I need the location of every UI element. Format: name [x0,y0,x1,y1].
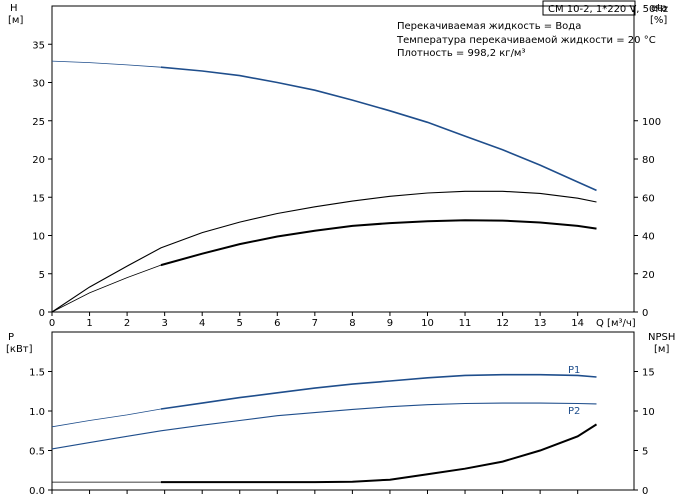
y-right-tick-label: 15 [642,368,655,379]
x-tick-label: 10 [421,318,434,329]
x-tick-label: 1 [86,318,92,329]
top-y-right-unit: [%] [650,15,667,26]
y-right-tick-label: 100 [642,117,661,128]
chart-title: CM 10-2, 1*220 V, 50Hz [548,4,668,15]
plot-frame [51,5,635,313]
y-left-tick-label: 0 [39,308,45,319]
series-line-0-2 [160,219,597,267]
y-right-tick-label: 0 [642,486,648,497]
y-left-tick-label: 25 [32,117,45,128]
bottom-y-left-unit: [кВт] [6,344,33,355]
x-tick-label: 5 [237,318,243,329]
y-left-tick-label: 20 [32,155,45,166]
y-right-tick-label: 80 [642,155,655,166]
series-label-p1: P1 [568,365,580,376]
bottom-y-left-label: P [8,332,14,343]
info-line-1: Перекачиваемая жидкость = Вода [397,21,581,32]
x-tick-label: 4 [199,318,205,329]
top-y-left-label: H [10,3,18,14]
title-box [542,0,636,16]
y-left-tick-label: 10 [32,232,45,243]
y-right-tick-label: 5 [642,447,648,458]
series-line-0-0 [160,66,597,192]
power-npsh-plot: 0.0 0.5 1.0 1.5 0 5 10 15 [29,331,655,497]
x-tick-label: 8 [349,318,355,329]
info-line-3: Плотность = 998,2 кг/м³ [397,48,526,59]
top-y-left-unit: [м] [8,15,23,26]
y-right-tick-label: 60 [642,193,655,204]
x-tick-label: 9 [387,318,393,329]
plot-frame [51,331,635,491]
x-tick-label: 3 [161,318,167,329]
info-line-2: Температура перекачиваемой жидкости = 20… [396,35,656,46]
series-line-ext-1-0 [51,408,161,428]
x-tick-label: 12 [496,318,509,329]
series-line-ext-0-2 [51,264,162,313]
y-left-tick-label: 15 [32,193,45,204]
y-left-tick-label: 5 [39,270,45,281]
x-tick-label: 13 [534,318,547,329]
series-line-1-0 [160,373,597,410]
y-left-tick-label: 35 [32,40,45,51]
bottom-y-right-label: NPSH [648,332,675,343]
y-left-tick-label: 1.5 [29,368,45,379]
y-right-tick-label: 20 [642,270,655,281]
y-right-tick-label: 10 [642,407,655,418]
series-line-ext-0-0 [51,60,161,68]
y-right-tick-label: 40 [642,232,655,243]
x-tick-label: 2 [124,318,130,329]
y-right-tick-label: 0 [642,308,648,319]
x-tick-label: 14 [571,318,584,329]
series-line-1-1 [51,402,597,450]
y-left-tick-label: 0.0 [29,486,45,497]
x-tick-label: 6 [274,318,280,329]
x-tick-label: 7 [312,318,318,329]
y-left-tick-label: 0.5 [29,447,45,458]
x-tick-label: 11 [459,318,472,329]
top-y-right-label: eta [651,3,667,14]
series-line-0-1 [51,190,597,313]
x-axis-label: Q [м³/ч] [596,318,636,329]
y-left-tick-label: 30 [32,79,45,90]
series-line-1-2 [160,423,598,484]
x-tick-label: 0 [49,318,55,329]
bottom-y-right-unit: [м] [654,344,669,355]
y-left-tick-label: 1.0 [29,407,45,418]
series-label-p2: P2 [568,406,580,417]
